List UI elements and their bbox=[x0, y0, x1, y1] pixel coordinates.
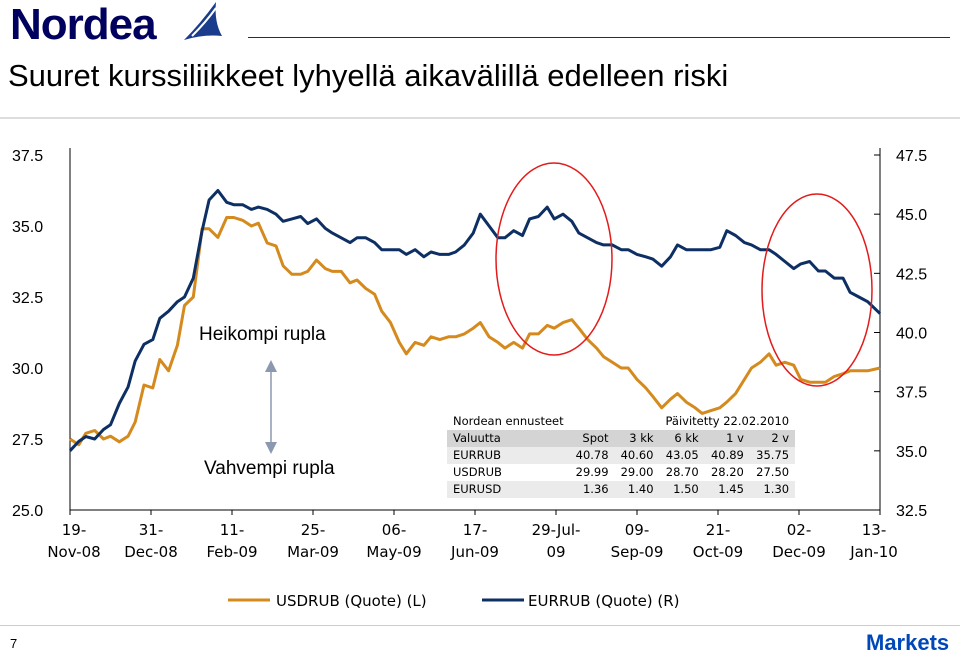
arrow-down-icon bbox=[265, 442, 277, 454]
x-axis-tick-label: Jun-09 bbox=[450, 543, 499, 561]
page-number: 7 bbox=[10, 636, 18, 651]
x-axis-tick-label: 11- bbox=[220, 521, 245, 539]
table-cell: EURRUB bbox=[447, 447, 570, 464]
table-cell: 29.00 bbox=[620, 465, 654, 479]
left-axis-tick-label: 27.5 bbox=[12, 432, 43, 449]
table-cell: 1.36 bbox=[569, 481, 615, 498]
left-axis-tick-label: 25.0 bbox=[12, 503, 43, 520]
annotation-stronger: Vahvempi rupla bbox=[204, 458, 335, 479]
chart-frame bbox=[0, 118, 960, 623]
column-header: 1 v bbox=[704, 430, 750, 447]
left-axis-tick-label: 30.0 bbox=[12, 361, 43, 378]
sail-icon bbox=[184, 2, 222, 40]
table-cell: EURUSD bbox=[447, 481, 570, 498]
series-line-usdrub bbox=[69, 216, 881, 447]
highlight-circle-1 bbox=[495, 162, 613, 356]
column-header: Valuutta bbox=[447, 430, 570, 447]
right-axis-tick-label: 42.5 bbox=[896, 266, 927, 283]
left-axis-tick-label: 35.0 bbox=[12, 219, 43, 236]
table-cell: 1.40 bbox=[614, 481, 660, 498]
x-axis-tick-label: Feb-09 bbox=[206, 543, 257, 561]
right-axis-tick-label: 45.0 bbox=[896, 207, 927, 224]
table-row: EURRUB 40.78 40.60 43.05 40.89 35.75 bbox=[447, 447, 796, 464]
table-cell: 28.20 bbox=[710, 465, 744, 479]
legend-label-eurrub: EURRUB (Quote) (R) bbox=[528, 592, 680, 610]
series-line-eurrub bbox=[68, 189, 882, 452]
x-axis-tick-label: 31- bbox=[139, 521, 164, 539]
forecast-table: Nordean ennusteet Päivitetty 22.02.2010 … bbox=[447, 413, 796, 498]
x-axis-tick-label: 25- bbox=[301, 521, 326, 539]
x-axis-tick-label: 09- bbox=[625, 521, 650, 539]
right-axis-tick-label: 40.0 bbox=[896, 326, 927, 343]
footer-rule bbox=[0, 625, 960, 626]
x-axis-tick-label: 17- bbox=[463, 521, 488, 539]
chart: 37.5 35.0 32.5 30.0 27.5 25.0 47.5 45.0 42.5 40.… bbox=[0, 117, 960, 623]
x-axis: 19- Nov-08 31- Dec-08 11- Feb-09 25- Mar-09 06- M… bbox=[47, 510, 898, 561]
highlight-circle-2 bbox=[761, 193, 873, 387]
nordea-logo: Nordea bbox=[10, 0, 225, 50]
x-axis-tick-label: Oct-09 bbox=[693, 543, 743, 561]
annotation-weaker: Heikompi rupla bbox=[199, 324, 326, 345]
column-header: Spot bbox=[569, 430, 615, 447]
table-cell: 28.70 bbox=[665, 465, 699, 479]
x-axis-tick-label: Sep-09 bbox=[611, 543, 664, 561]
table-cell: 29.99 bbox=[575, 465, 609, 479]
legend-label-usdrub: USDRUB (Quote) (L) bbox=[276, 592, 427, 610]
table-row: EURUSD 1.36 1.40 1.50 1.45 1.30 bbox=[447, 481, 796, 498]
table-cell: 1.45 bbox=[704, 481, 750, 498]
section-label: Markets bbox=[866, 630, 950, 655]
x-axis-tick-label: 13- bbox=[862, 521, 887, 539]
x-axis-tick-label: Mar-09 bbox=[287, 543, 339, 561]
table-cell: 1.30 bbox=[749, 481, 796, 498]
right-axis-tick-label: 35.0 bbox=[896, 444, 927, 461]
table-cell: USDRUB bbox=[453, 465, 502, 479]
forecast-updated: Päivitetty 22.02.2010 bbox=[665, 414, 790, 428]
column-header: 6 kk bbox=[659, 430, 705, 447]
table-cell: 40.60 bbox=[614, 447, 660, 464]
brand-name: Nordea bbox=[10, 0, 157, 49]
column-header: 3 kk bbox=[614, 430, 660, 447]
x-axis-tick-label: 19- bbox=[62, 521, 87, 539]
x-axis-tick-label: 21- bbox=[706, 521, 731, 539]
column-header: 2 v bbox=[749, 430, 796, 447]
x-axis-tick-label: Jan-10 bbox=[849, 543, 898, 561]
x-axis-tick-label: 09 bbox=[546, 543, 565, 561]
table-cell: 43.05 bbox=[659, 447, 705, 464]
forecast-header-row: Valuutta Spot 3 kk 6 kk 1 v 2 v bbox=[447, 430, 796, 447]
x-axis-tick-label: 06- bbox=[382, 521, 407, 539]
arrow-up-icon bbox=[265, 360, 277, 372]
right-axis-tick-label: 32.5 bbox=[896, 503, 927, 520]
right-axis-tick-label: 47.5 bbox=[896, 148, 927, 165]
x-axis-tick-label: May-09 bbox=[366, 543, 421, 561]
x-axis-tick-label: 02- bbox=[787, 521, 812, 539]
table-cell: 1.50 bbox=[659, 481, 705, 498]
forecast-title-row: Nordean ennusteet Päivitetty 22.02.2010 bbox=[447, 413, 795, 430]
table-row: USDRUB 29.99 29.00 28.70 28.20 27.50 bbox=[447, 464, 795, 481]
right-axis-tick-label: 37.5 bbox=[896, 385, 927, 402]
left-axis-tick-label: 37.5 bbox=[12, 148, 43, 165]
header-rule bbox=[248, 37, 950, 38]
left-axis: 37.5 35.0 32.5 30.0 27.5 25.0 bbox=[12, 148, 43, 520]
forecast-title: Nordean ennusteet bbox=[453, 414, 564, 428]
table-cell: 27.50 bbox=[756, 465, 790, 479]
right-axis: 47.5 45.0 42.5 40.0 37.5 35.0 32.5 bbox=[874, 148, 927, 520]
table-cell: 35.75 bbox=[749, 447, 796, 464]
x-axis-tick-label: Dec-09 bbox=[772, 543, 826, 561]
x-axis-tick-label: Dec-08 bbox=[124, 543, 178, 561]
slide-title: Suuret kurssiliikkeet lyhyellä aikavälil… bbox=[8, 58, 729, 93]
x-axis-tick-label: 29-Jul- bbox=[532, 521, 581, 539]
table-cell: 40.78 bbox=[569, 447, 615, 464]
table-cell: 40.89 bbox=[704, 447, 750, 464]
x-axis-tick-label: Nov-08 bbox=[47, 543, 100, 561]
left-axis-tick-label: 32.5 bbox=[12, 290, 43, 307]
series-lines bbox=[68, 189, 882, 452]
